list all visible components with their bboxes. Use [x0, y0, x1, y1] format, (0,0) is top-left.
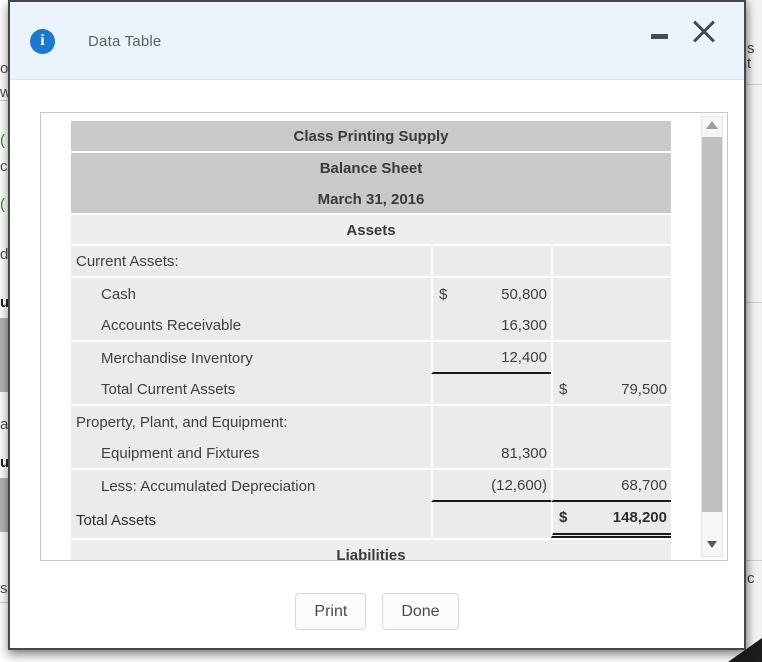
sheet-title-company: Class Printing Supply: [71, 121, 671, 153]
dialog-header: i Data Table: [10, 2, 744, 80]
table-row: Cash $50,800: [71, 278, 671, 310]
bg-text-fragment: c: [747, 570, 755, 587]
print-button[interactable]: Print: [295, 593, 367, 630]
dialog-footer: Print Done: [10, 593, 744, 630]
vertical-scrollbar[interactable]: [701, 116, 723, 557]
amount-value: (12,600): [491, 476, 547, 494]
table-row: Equipment and Fixtures 81,300: [71, 438, 671, 470]
table-scroll-area: Class Printing Supply Balance Sheet Marc…: [40, 112, 728, 561]
amount-value: 16,300: [501, 316, 547, 334]
row-label: Current Assets:: [76, 252, 179, 270]
row-label: Accounts Receivable: [101, 316, 242, 334]
amount-col1: (12,600): [431, 470, 551, 502]
amount-col2: [551, 246, 671, 276]
row-label: Property, Plant, and Equipment:: [76, 413, 288, 431]
amount-col2: [551, 310, 671, 340]
table-row: Less: Accumulated Depreciation (12,600) …: [71, 470, 671, 502]
amount-col1: 16,300: [431, 310, 551, 340]
bg-text-fragment: (: [0, 196, 5, 213]
balance-sheet-table: Class Printing Supply Balance Sheet Marc…: [71, 121, 671, 560]
bg-divider: [0, 602, 10, 603]
amount-col2: [551, 438, 671, 468]
close-button[interactable]: [690, 17, 718, 45]
amount-col2: $148,200: [551, 502, 671, 538]
amount-value: 68,700: [621, 476, 667, 494]
amount-value: 148,200: [612, 509, 667, 526]
amount-value: 81,300: [501, 444, 547, 462]
bg-text-fragment: w: [0, 84, 11, 101]
minimize-icon: [651, 34, 668, 39]
amount-col2: [551, 278, 671, 310]
currency-symbol: $: [439, 285, 448, 303]
bg-divider: [746, 84, 762, 85]
amount-value: 79,500: [621, 380, 667, 398]
bg-divider: [746, 302, 762, 303]
bg-text-fragment: d: [0, 246, 9, 263]
table-row: Total Current Assets $79,500: [71, 374, 671, 406]
amount-col2: $79,500: [551, 374, 671, 404]
table-row: Merchandise Inventory 12,400: [71, 342, 671, 374]
background-page-left-edge: o w ( cl ( d u a u s: [0, 0, 11, 662]
amount-col1: [431, 502, 551, 538]
section-header-liabilities: Liabilities: [71, 540, 671, 560]
bg-text-fragment: a: [0, 416, 9, 433]
row-label: Cash: [101, 285, 137, 303]
background-page-right-edge: s t c: [746, 0, 762, 662]
bg-divider: [746, 560, 762, 561]
bg-text-fragment: u: [0, 294, 10, 311]
amount-col1: [431, 406, 551, 438]
bg-text-fragment: (: [0, 132, 5, 149]
bg-gray-band: [0, 318, 10, 392]
currency-symbol: $: [559, 509, 568, 526]
row-label: Less: Accumulated Depreciation: [101, 477, 316, 495]
amount-col2: 68,700: [551, 470, 671, 502]
amount-col1: 81,300: [431, 438, 551, 468]
amount-col1: [431, 246, 551, 276]
row-label: Equipment and Fixtures: [101, 444, 260, 462]
sheet-title-date: March 31, 2016: [71, 184, 671, 215]
row-label: Total Assets: [76, 511, 157, 529]
amount-col1: $50,800: [431, 278, 551, 310]
bg-gray-band: [0, 478, 10, 532]
row-label: Merchandise Inventory: [101, 349, 253, 367]
row-label: Total Current Assets: [101, 380, 236, 398]
amount-col1: [431, 374, 551, 404]
section-header-assets: Assets: [71, 215, 671, 246]
currency-symbol: $: [559, 380, 568, 398]
amount-col2: [551, 406, 671, 438]
bg-text-fragment: o: [0, 60, 9, 77]
sheet-title-statement: Balance Sheet: [71, 153, 671, 184]
amount-col1: 12,400: [431, 342, 551, 374]
info-icon: i: [30, 29, 55, 54]
triangle-up-icon[interactable]: [706, 121, 718, 129]
bg-text-fragment: s: [0, 580, 8, 597]
scrollbar-thumb[interactable]: [702, 137, 722, 512]
bg-text-fragment: s: [747, 40, 755, 57]
table-row: Current Assets:: [71, 246, 671, 278]
bg-text-fragment: u: [0, 454, 10, 471]
data-table-dialog: i Data Table Class Printing Supply Balan…: [8, 0, 746, 650]
amount-value: 50,800: [501, 285, 547, 303]
bg-text-fragment: t: [747, 55, 752, 72]
amount-col2: [551, 342, 671, 374]
table-row: Total Assets $148,200: [71, 502, 671, 540]
table-row: Accounts Receivable 16,300: [71, 310, 671, 342]
table-row: Property, Plant, and Equipment:: [71, 406, 671, 438]
dialog-title: Data Table: [88, 33, 162, 50]
done-button[interactable]: Done: [382, 593, 459, 630]
minimize-button[interactable]: [651, 32, 668, 42]
bg-divider: [0, 100, 10, 101]
bg-text-fragment: cl: [0, 158, 11, 175]
amount-value: 12,400: [501, 348, 547, 366]
triangle-down-icon[interactable]: [707, 541, 717, 548]
